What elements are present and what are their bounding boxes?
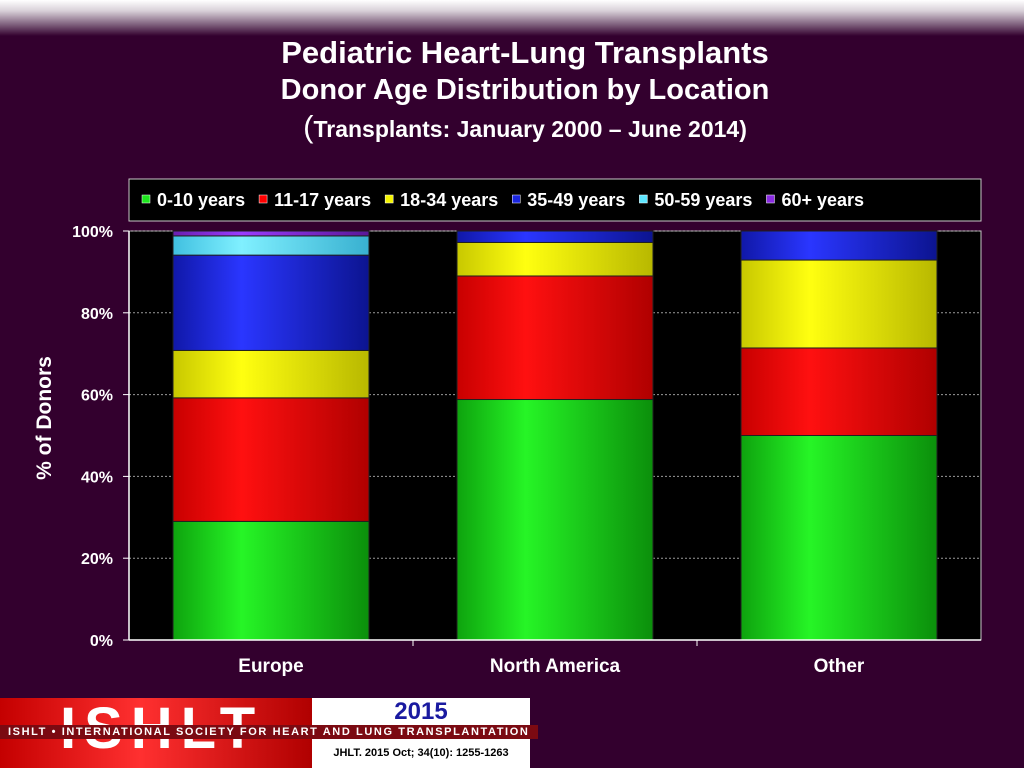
bars <box>172 230 938 641</box>
bar-segment <box>172 235 370 256</box>
bar-segment <box>740 259 938 349</box>
society-banner: ISHLT • INTERNATIONAL SOCIETY FOR HEART … <box>0 725 538 739</box>
y-tick-label: 100% <box>72 224 113 241</box>
chart-title: Pediatric Heart-Lung Transplants <box>281 35 769 70</box>
y-tick-label: 40% <box>81 469 113 486</box>
y-axis-label: % of Donors <box>33 356 56 480</box>
bar-segment <box>456 399 654 641</box>
bar-segment <box>172 230 370 237</box>
bar-segment <box>172 520 370 641</box>
y-tick-label: 60% <box>81 388 113 405</box>
x-tick-label: North America <box>490 656 621 677</box>
date-range-paren: ( <box>303 109 314 144</box>
stacked-bar-chart: 0-10 years 11-17 years 18-34 years 35-49 ye… <box>33 178 982 677</box>
title-block: Pediatric Heart-Lung Transplants Donor A… <box>0 34 1024 148</box>
bar-segment <box>456 241 654 277</box>
axes: 0% 20% 40% 60% 80% 100% Europe North America Oth… <box>72 224 981 677</box>
legend-label: 11-17 years <box>274 190 371 210</box>
legend-box <box>128 178 982 222</box>
legend-swatch <box>512 194 521 204</box>
top-gradient-band <box>0 0 1024 36</box>
bar-segment <box>456 230 654 243</box>
year-badge: 2015 <box>312 698 530 725</box>
y-tick-label: 80% <box>81 306 113 323</box>
legend-swatch <box>639 194 648 204</box>
citation: JHLT. 2015 Oct; 34(10): 1255-1263 <box>312 739 530 768</box>
legend-label: 18-34 years <box>400 190 498 210</box>
y-tick-label: 0% <box>90 633 113 650</box>
legend-swatch <box>766 194 775 204</box>
bar-segment <box>172 254 370 351</box>
date-range-text: Transplants: January 2000 – June 2014) <box>313 116 747 142</box>
chart-date-range: (Transplants: January 2000 – June 2014) <box>0 108 1024 148</box>
legend-swatch <box>141 194 151 204</box>
legend-label: 60+ years <box>781 190 864 210</box>
legend-label: 0-10 years <box>157 190 245 210</box>
x-tick-label: Europe <box>238 656 303 677</box>
bar-segment <box>740 347 938 436</box>
legend-label: 50-59 years <box>654 190 752 210</box>
chart-subtitle: Donor Age Distribution by Location <box>280 74 770 106</box>
x-tick-label: Other <box>814 656 865 677</box>
bar-segment <box>740 435 938 641</box>
legend-swatch <box>258 194 268 204</box>
legend: 0-10 years 11-17 years 18-34 years 35-49 ye… <box>141 190 864 210</box>
legend-swatch <box>384 194 394 204</box>
bar-segment <box>456 275 654 401</box>
bar-segment <box>172 349 370 399</box>
bar-segment <box>740 230 938 261</box>
legend-label: 35-49 years <box>527 190 625 210</box>
footer: ISHLT 2015 ISHLT • INTERNATIONAL SOCIETY… <box>0 698 538 768</box>
bar-segment <box>172 397 370 522</box>
y-tick-label: 20% <box>81 551 113 568</box>
